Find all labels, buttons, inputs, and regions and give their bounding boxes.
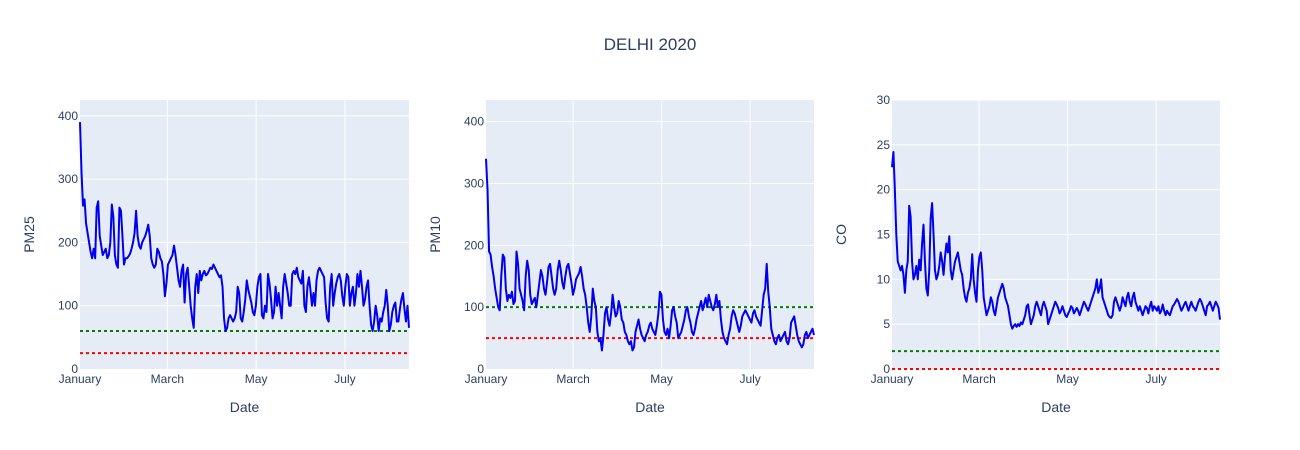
x-tick-label: May [245,372,268,386]
y-tick-label: 0 [477,362,484,376]
chart-panel-3: January March May July 0 5 10 15 20 25 30 Date CO [833,93,1221,415]
y-tick-label: 400 [58,109,78,123]
x-axis-title: Date [230,399,260,415]
y-tick-label: 0 [883,362,890,376]
series-line-1 [79,122,410,333]
y-tick-label: 300 [464,176,484,190]
x-tick-label: May [650,372,673,386]
y-tick-label: 200 [464,238,484,252]
y-tick-label: 5 [883,317,890,331]
series-line-1 [891,151,1221,330]
series-line-1 [485,158,815,352]
y-tick-label: 25 [877,138,891,152]
chart-panel-1: January March May July 0 100 200 300 400 Date PM25 [21,100,410,415]
x-tick-label: July [334,372,355,386]
x-tick-label: January [871,372,914,386]
plot-area [80,100,409,369]
x-axis-title: Date [635,399,665,415]
x-tick-label: March [151,372,184,386]
plot-area [486,100,814,369]
y-tick-label: 15 [877,228,891,242]
y-tick-label: 400 [464,115,484,129]
y-axis-title: CO [833,224,849,245]
y-tick-label: 200 [58,235,78,249]
y-tick-label: 100 [464,300,484,314]
y-tick-label: 100 [58,299,78,313]
y-tick-label: 10 [877,272,891,286]
x-tick-label: March [962,372,995,386]
y-axis-title: PM25 [21,216,37,253]
y-tick-label: 30 [877,93,891,107]
y-tick-label: 20 [877,183,891,197]
x-tick-label: July [1145,372,1166,386]
x-tick-label: July [739,372,760,386]
y-tick-label: 0 [71,362,78,376]
y-axis-title: PM10 [427,216,443,253]
x-tick-label: May [1056,372,1079,386]
y-tick-label: 300 [58,172,78,186]
x-tick-label: March [556,372,589,386]
x-tick-label: January [59,372,102,386]
x-axis-title: Date [1041,399,1071,415]
figure-title: DELHI 2020 [604,35,697,54]
chart-panel-2: January March May July 0 100 200 300 400 Date PM10 [427,100,815,415]
x-tick-label: January [465,372,508,386]
